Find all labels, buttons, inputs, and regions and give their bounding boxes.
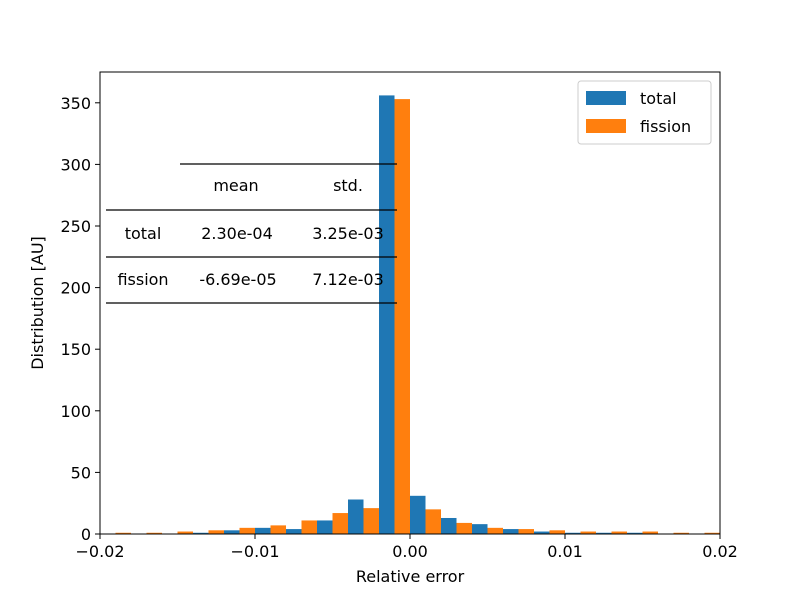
bar-total-10 [410, 495, 426, 534]
bar-fission-18 [673, 532, 689, 534]
table-cell-fission-std: 7.12e-03 [312, 270, 384, 289]
bar-fission-4 [239, 527, 255, 534]
table-row-label-total: total [125, 224, 162, 243]
x-axis-label: Relative error [356, 567, 465, 586]
table-col-header-std: std. [333, 176, 363, 195]
bar-total-9 [379, 95, 395, 535]
table-cell-fission-mean: -6.69e-05 [199, 270, 276, 289]
x-axis-ticks: −0.02 −0.01 0.00 0.01 0.02 [75, 534, 738, 561]
table-col-header-mean: mean [213, 176, 258, 195]
bar-total-13 [503, 529, 519, 534]
bar-fission-15 [580, 531, 596, 534]
table-cell-total-mean: 2.30e-04 [201, 224, 273, 243]
y-tick-label-6: 300 [60, 155, 91, 174]
bar-fission-14 [549, 530, 565, 534]
bar-total-17 [627, 532, 643, 534]
x-tick-label-3: 0.01 [547, 542, 583, 561]
y-tick-label-2: 100 [60, 402, 91, 421]
bar-fission-10 [425, 509, 441, 534]
bar-fission-0 [115, 532, 131, 534]
bar-fission-13 [518, 529, 534, 534]
legend: total fission [577, 80, 712, 145]
x-tick-label-4: 0.02 [702, 542, 738, 561]
y-tick-label-7: 350 [60, 94, 91, 113]
legend-label-fission: fission [640, 117, 691, 136]
table-cell-total-std: 3.25e-03 [312, 224, 384, 243]
bar-total-11 [441, 517, 457, 534]
bar-fission-8 [363, 508, 379, 534]
y-tick-label-3: 150 [60, 340, 91, 359]
bar-total-5 [255, 527, 271, 534]
bar-total-4 [224, 530, 240, 534]
y-axis-label: Distribution [AU] [28, 236, 47, 370]
bar-fission-16 [611, 531, 627, 534]
bars-layer [115, 95, 720, 535]
bar-total-15 [565, 532, 581, 534]
stats-table: mean std. total 2.30e-04 3.25e-03 fissio… [106, 163, 397, 304]
y-tick-label-4: 200 [60, 279, 91, 298]
y-tick-label-1: 50 [71, 463, 91, 482]
bar-fission-3 [208, 530, 224, 534]
bar-total-7 [317, 520, 333, 534]
bar-total-12 [472, 524, 488, 534]
legend-swatch-fission [586, 119, 626, 133]
bar-total-6 [286, 529, 302, 534]
bar-fission-11 [456, 522, 472, 534]
bar-total-8 [348, 499, 364, 534]
bar-fission-6 [301, 520, 317, 534]
y-tick-label-0: 0 [81, 525, 91, 544]
bar-fission-19 [704, 532, 720, 534]
bar-fission-1 [146, 532, 162, 534]
bar-total-16 [596, 532, 612, 534]
bar-fission-17 [642, 531, 658, 534]
legend-label-total: total [640, 89, 677, 108]
bar-fission-9 [394, 99, 410, 534]
x-tick-label-1: −0.01 [230, 542, 279, 561]
bar-fission-7 [332, 513, 348, 534]
table-row-label-fission: fission [117, 270, 168, 289]
bar-fission-5 [270, 525, 286, 534]
y-tick-label-5: 250 [60, 217, 91, 236]
legend-swatch-total [586, 91, 626, 105]
x-tick-label-0: −0.02 [75, 542, 124, 561]
bar-fission-12 [487, 527, 503, 534]
y-axis-ticks: 0 50 100 150 200 250 300 350 [60, 94, 100, 544]
x-tick-label-2: 0.00 [392, 542, 428, 561]
bar-fission-2 [177, 531, 193, 534]
bar-total-14 [534, 531, 550, 534]
bar-total-3 [193, 532, 209, 534]
